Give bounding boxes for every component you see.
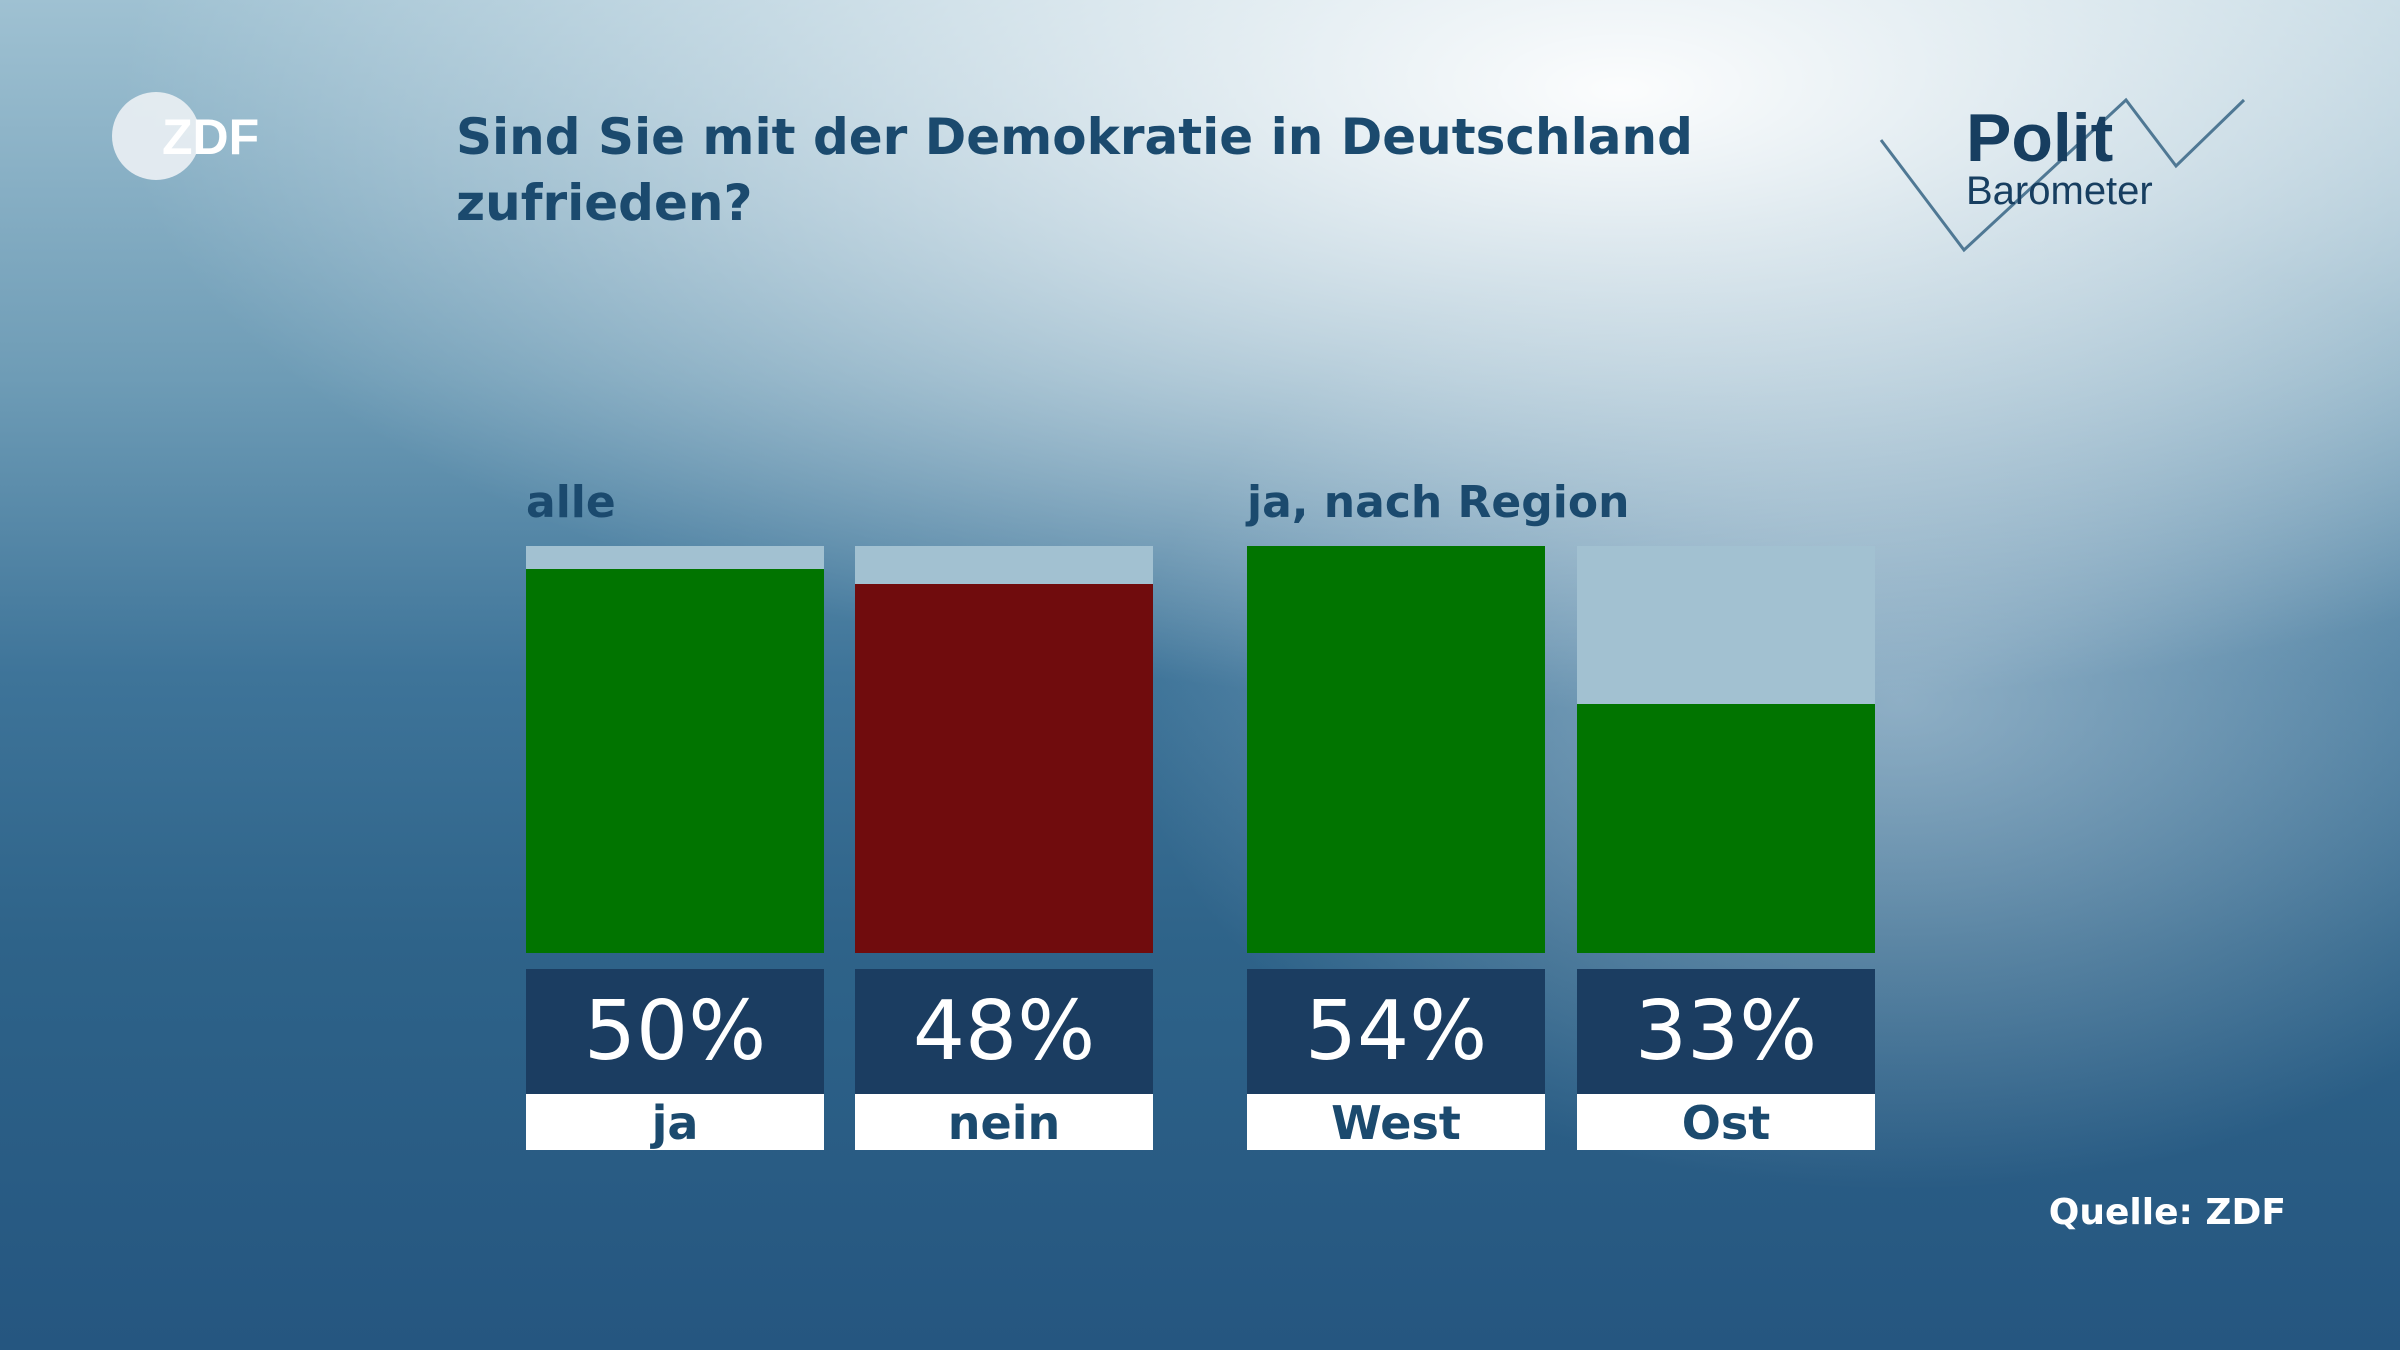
- politbarometer-logo-polit: Polit: [1966, 100, 2114, 176]
- category-label-ost: Ost: [1577, 1094, 1875, 1150]
- bar-nein: [855, 584, 1153, 953]
- bar-track: [1247, 546, 1545, 953]
- value-label-nein: 48%: [855, 969, 1153, 1094]
- zigzag-line-icon: [1879, 97, 2246, 253]
- page-title: Sind Sie mit der Demokratie in Deutschla…: [456, 108, 1693, 232]
- zdf-logo-text: ZDF: [162, 109, 259, 165]
- category-label-nein: nein: [855, 1094, 1153, 1150]
- bar-track: [855, 546, 1153, 953]
- zdf-logo: ZDF: [112, 88, 282, 184]
- value-label-ost: 33%: [1577, 969, 1875, 1094]
- bar-column-nein: 48% nein: [855, 546, 1153, 1150]
- bar-track: [1577, 546, 1875, 953]
- bar-column-ja: 50% ja: [526, 546, 824, 1150]
- zdf-logo-mark: ZDF: [112, 92, 259, 180]
- category-label-ja: ja: [526, 1094, 824, 1150]
- group-label-all: alle: [526, 477, 616, 528]
- bar-column-west: 54% West: [1247, 546, 1545, 1150]
- bar-west: [1247, 546, 1545, 953]
- bar-column-ost: 33% Ost: [1577, 546, 1875, 1150]
- category-label-west: West: [1247, 1094, 1545, 1150]
- bar-track: [526, 546, 824, 953]
- value-label-west: 54%: [1247, 969, 1545, 1094]
- source-note: Quelle: ZDF: [2048, 1192, 2286, 1233]
- group-label-region: ja, nach Region: [1247, 477, 1630, 528]
- bar-ost: [1577, 704, 1875, 953]
- politbarometer-logo: Polit Barometer: [1876, 90, 2252, 260]
- value-label-ja: 50%: [526, 969, 824, 1094]
- bar-ja: [526, 569, 824, 953]
- politbarometer-logo-barometer: Barometer: [1966, 169, 2153, 213]
